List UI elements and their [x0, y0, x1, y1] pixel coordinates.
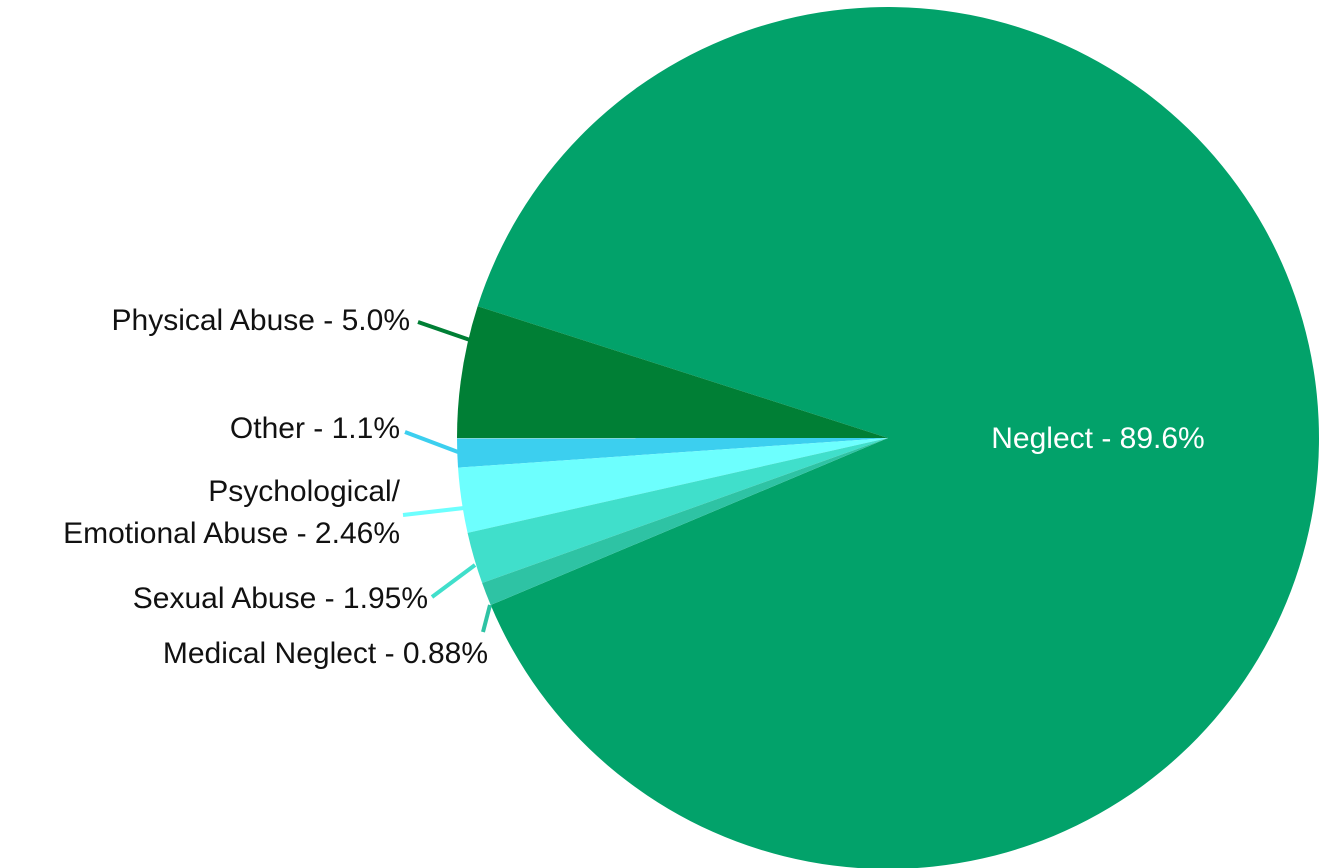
- slice-label: Psychological/Emotional Abuse - 2.46%: [63, 475, 401, 550]
- leader-line: [481, 604, 492, 633]
- slice-label: Neglect - 89.6%: [991, 422, 1204, 455]
- slice-label: Other - 1.1%: [230, 412, 400, 445]
- slice-label: Physical Abuse - 5.0%: [112, 304, 411, 337]
- leader-line: [430, 563, 477, 599]
- leader-line: [417, 320, 471, 342]
- leader-line: [402, 506, 465, 517]
- pie-slice: [467, 438, 888, 584]
- leader-line: [404, 430, 459, 454]
- pie-slice: [458, 438, 888, 533]
- slice-label: Sexual Abuse - 1.95%: [133, 582, 428, 615]
- pie-slice: [457, 438, 888, 468]
- slice-label: Medical Neglect - 0.88%: [163, 637, 488, 670]
- pie-slice: [477, 7, 1319, 868]
- pie-slice: [482, 438, 888, 606]
- pie-slice: [457, 306, 888, 439]
